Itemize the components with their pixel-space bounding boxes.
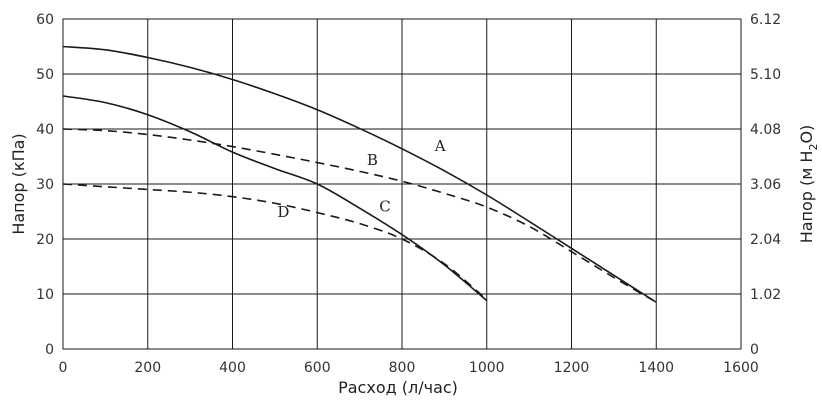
y2-axis-title-main: Напор (м H [797,151,816,244]
y2-axis-title-subscript: 2 [807,144,820,151]
y-tick-label: 10 [36,287,54,303]
y2-axis-title-end: O) [797,125,816,144]
y-tick-label: 0 [45,342,54,358]
x-tick-label: 1200 [554,360,590,376]
series-label-a: A [434,137,446,155]
series-line-b [62,128,657,303]
y-tick-label: 30 [36,177,54,193]
series-label-b: B [367,151,378,169]
y-tick-label: 60 [36,12,54,28]
y2-tick-label: 1.02 [750,287,781,303]
curve-label-layer: A B C D [277,137,445,221]
x-axis-title: Расход (л/час) [338,378,458,397]
x-tick-label: 1000 [469,360,505,376]
series-line-d [62,183,488,301]
y-tick-label: 40 [36,122,54,138]
y2-tick-label: 0 [750,342,759,358]
series-line-c [62,95,488,302]
y-axis-title: Напор (кПа) [9,133,28,234]
x-tick-label: 800 [389,360,416,376]
y-tick-label: 20 [36,232,54,248]
x-tick-label: 400 [219,360,246,376]
grid-layer [62,18,742,350]
series-label-d: D [277,203,289,221]
y-tick-label: 50 [36,67,54,83]
y2-tick-label: 3.06 [750,177,781,193]
y2-tick-label: 5.10 [750,67,781,83]
series-line-a [62,45,657,303]
y2-tick-label: 2.04 [750,232,781,248]
y2-axis-title: Напор (м H2O) [797,125,820,244]
x-tick-label: 1400 [638,360,674,376]
x-tick-label: 600 [304,360,331,376]
series-label-c: C [379,198,390,216]
x-tick-label: 0 [59,360,68,376]
y2-tick-label: 4.08 [750,122,781,138]
y2-tick-label: 6.12 [750,12,781,28]
series-layer [62,45,657,303]
x-tick-label: 1600 [723,360,759,376]
x-tick-label: 200 [134,360,161,376]
